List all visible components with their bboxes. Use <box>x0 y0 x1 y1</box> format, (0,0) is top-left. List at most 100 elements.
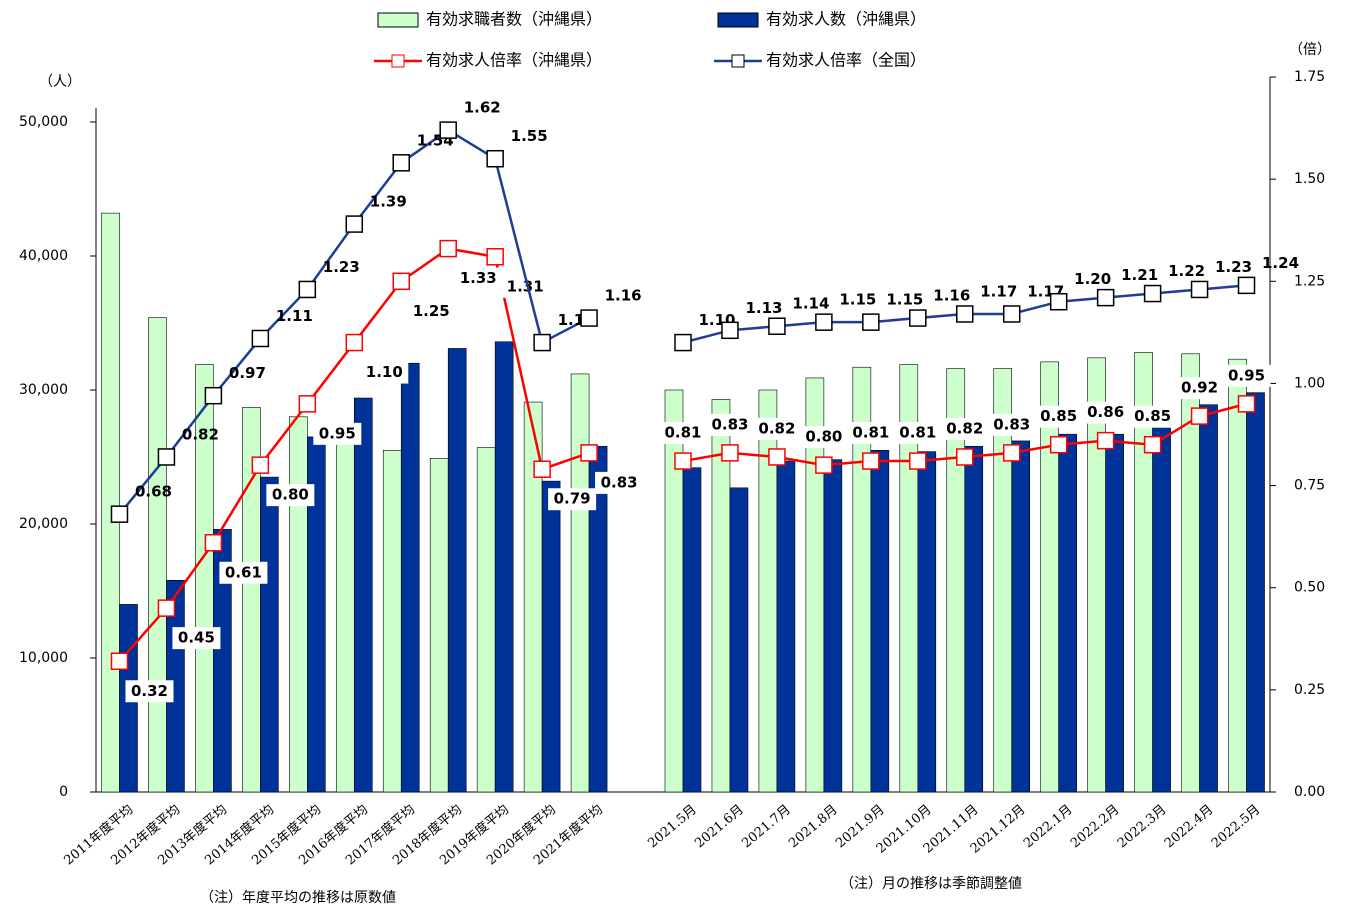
marker <box>768 317 786 335</box>
y2-tick-label: 0.25 <box>1294 682 1325 698</box>
x-tick-label: 2021.8月 <box>786 802 840 851</box>
label-bg <box>172 627 221 650</box>
label-bg <box>893 422 942 445</box>
data-label: 0.86 <box>1087 403 1124 421</box>
bar <box>1152 417 1171 793</box>
data-label: 0.82 <box>946 419 983 437</box>
legend-label: 有効求人数（沖縄県） <box>766 10 926 29</box>
data-label: 0.81 <box>899 424 936 442</box>
bar <box>101 212 120 793</box>
bar <box>335 429 355 793</box>
bar <box>1011 440 1031 793</box>
marker <box>157 448 176 466</box>
data-label: 1.16 <box>933 287 970 305</box>
data-label: 1.17 <box>980 282 1017 300</box>
label-bg <box>501 275 550 298</box>
y-tick-label: 0 <box>59 784 68 800</box>
x-tick-label: 2021.7月 <box>739 802 793 851</box>
data-label: 0.97 <box>229 364 266 382</box>
data-label: 1.15 <box>839 291 876 309</box>
data-label: 0.68 <box>135 483 172 501</box>
marker <box>862 313 880 331</box>
x-tick-label: 2022.2月 <box>1068 802 1122 851</box>
marker <box>1143 284 1162 303</box>
marker <box>204 534 223 552</box>
bar <box>729 487 749 793</box>
bar <box>382 449 402 793</box>
label-bg <box>659 422 707 445</box>
marker <box>110 505 129 523</box>
legend-marker <box>391 54 405 68</box>
bar <box>494 341 514 793</box>
marker <box>298 395 317 413</box>
label-bg <box>454 267 503 290</box>
legend-marker <box>731 54 745 68</box>
marker <box>721 321 739 340</box>
bar <box>260 476 279 793</box>
data-label: 0.92 <box>1181 379 1218 397</box>
y2-tick-label: 1.50 <box>1294 171 1325 187</box>
bar <box>964 445 984 793</box>
marker <box>533 460 551 478</box>
legend-swatch <box>377 12 419 28</box>
bar <box>1246 392 1265 793</box>
data-label: 1.62 <box>464 99 501 117</box>
x-tick-label: 2021.5月 <box>645 802 699 851</box>
bar <box>1058 433 1077 793</box>
marker <box>533 333 551 352</box>
bar <box>1228 358 1247 793</box>
bar <box>570 373 590 793</box>
x-tick-label: 2021.6月 <box>692 802 746 851</box>
data-label: 1.33 <box>460 269 497 287</box>
bar <box>776 460 796 793</box>
data-label: 0.32 <box>131 682 168 700</box>
marker <box>439 121 457 139</box>
data-label: 1.25 <box>413 302 450 320</box>
data-label: 1.22 <box>1168 262 1205 280</box>
marker <box>909 309 927 327</box>
bar <box>289 416 308 793</box>
marker <box>1049 435 1068 454</box>
marker <box>721 444 739 462</box>
marker <box>392 272 410 291</box>
bar <box>682 467 702 793</box>
marker <box>1190 407 1209 425</box>
marker <box>674 333 692 352</box>
y2-unit: （倍） <box>1289 42 1331 58</box>
marker <box>1096 431 1115 450</box>
y-tick-label: 10,000 <box>19 650 68 666</box>
y2-tick-label: 0.75 <box>1294 478 1325 494</box>
marker <box>1237 276 1256 295</box>
marker <box>1002 444 1021 462</box>
y2-tick-label: 1.25 <box>1294 273 1325 289</box>
bar <box>1199 404 1218 793</box>
x-tick-label: 2022.3月 <box>1115 802 1169 851</box>
marker <box>251 329 270 348</box>
label-bg <box>705 413 754 436</box>
marker <box>815 313 833 331</box>
marker <box>486 149 504 168</box>
data-label: 1.14 <box>792 295 829 313</box>
label-bg <box>266 484 315 507</box>
y-tick-label: 30,000 <box>19 382 68 398</box>
y-tick-label: 50,000 <box>19 114 68 130</box>
bar <box>870 449 890 793</box>
marker <box>439 239 457 258</box>
data-label: 1.21 <box>1121 266 1158 284</box>
marker <box>251 456 270 474</box>
data-label: 1.31 <box>507 277 544 295</box>
bar <box>1105 433 1124 793</box>
marker <box>204 386 223 405</box>
marker <box>909 452 927 470</box>
marker <box>110 652 129 671</box>
data-label: 0.83 <box>993 415 1030 433</box>
label-bg <box>987 413 1036 436</box>
legend-label: 有効求職者数（沖縄県） <box>426 10 602 29</box>
bar <box>664 389 684 793</box>
bar <box>476 447 496 793</box>
marker <box>345 333 364 352</box>
bar <box>353 397 373 793</box>
label-bg <box>595 471 644 494</box>
x-tick-label: 2022.5月 <box>1209 802 1263 851</box>
